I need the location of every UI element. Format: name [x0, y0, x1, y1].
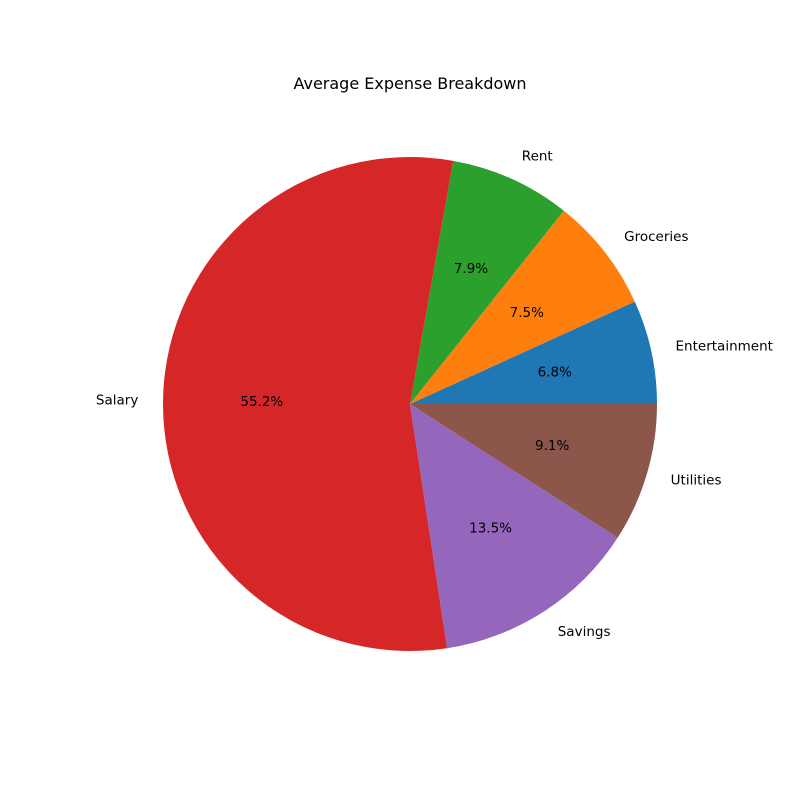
percent-label-groceries: 7.5% — [510, 305, 544, 321]
pie-slice-groceries — [410, 210, 635, 404]
category-label-entertainment: Entertainment — [676, 338, 773, 354]
category-label-rent: Rent — [522, 148, 553, 164]
percent-label-entertainment: 6.8% — [538, 365, 572, 381]
percent-label-rent: 7.9% — [454, 261, 488, 277]
percent-label-savings: 13.5% — [469, 520, 512, 536]
percent-labels: 6.8% 7.5% 7.9% 55.2% 13.5% 9.1% — [240, 261, 572, 536]
category-label-salary: Salary — [96, 393, 138, 409]
pie-slices — [162, 156, 657, 651]
pie-slice-utilities — [410, 404, 657, 538]
percent-label-utilities: 9.1% — [535, 438, 569, 454]
pie-slice-entertainment — [410, 301, 657, 404]
percent-label-salary: 55.2% — [240, 394, 283, 410]
pie-slice-savings — [410, 404, 618, 649]
category-labels: Entertainment Groceries Rent Salary Savings U… — [96, 148, 773, 640]
category-label-utilities: Utilities — [671, 473, 722, 489]
pie-slice-salary — [162, 156, 454, 651]
category-label-groceries: Groceries — [624, 229, 688, 245]
category-label-savings: Savings — [558, 624, 611, 640]
chart-title: Average Expense Breakdown — [293, 74, 526, 93]
pie-slice-rent — [410, 160, 564, 404]
